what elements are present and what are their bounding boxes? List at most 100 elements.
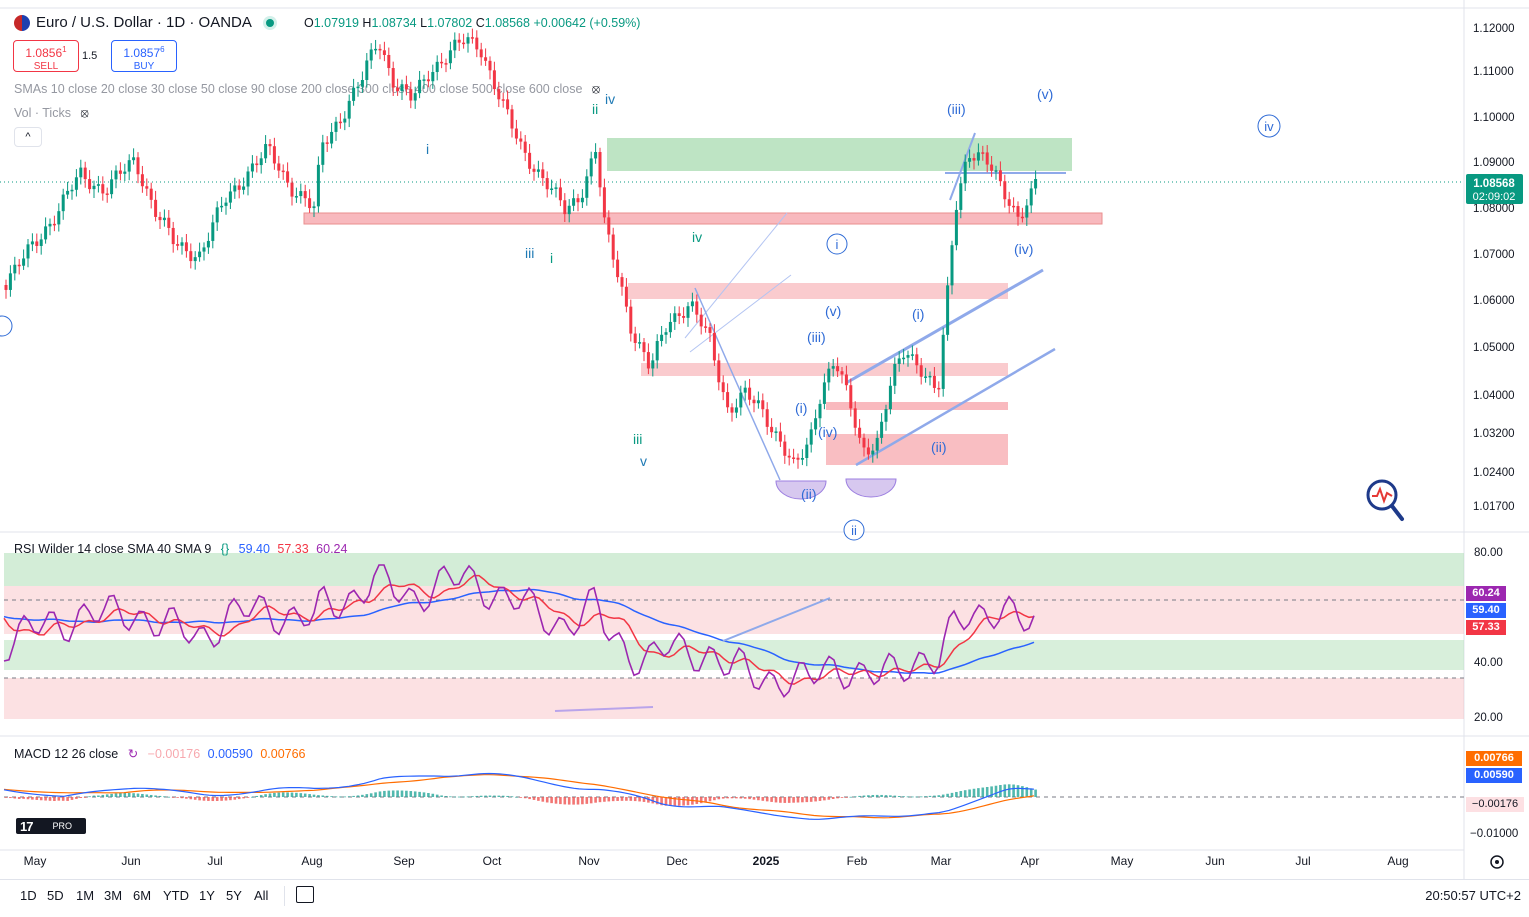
svg-text:(iii): (iii) [807,329,826,345]
bar-countdown: 02:09:02 [1473,191,1516,203]
sell-button[interactable]: 1.08561 SELL [13,40,79,72]
support-zone[interactable] [826,402,1008,410]
eye-hidden-icon[interactable]: ⦻ [80,106,89,120]
support-zone[interactable] [303,212,1103,225]
candle-body [149,188,153,200]
candle-body [396,87,400,91]
rsi-trend-line[interactable] [722,597,831,642]
volume-legend[interactable]: Vol · Ticks ⦻ [14,106,89,120]
price-tick-label: 1.12000 [1473,23,1515,35]
change-value: +0.00642 (+0.59%) [533,16,641,30]
time-tick-label: Nov [578,854,599,868]
sma-legend[interactable]: SMAs 10 close 20 close 30 close 50 close… [14,82,601,96]
macd-hist-bar [603,797,606,802]
channel-line[interactable] [855,347,1056,467]
candle-body [532,168,536,172]
candle-body [299,191,303,197]
macd-hist-bar [431,793,435,797]
candle-body [554,187,558,189]
timeframe-1y[interactable]: 1Y [199,888,215,903]
channel-line[interactable] [845,268,1044,385]
refresh-icon[interactable]: ↻ [127,747,139,761]
macd-hist-bar [831,797,835,800]
candle-body [796,457,800,460]
candle-body [312,206,316,209]
candle-series[interactable] [4,28,1038,469]
candle-body [105,193,109,195]
candle-body [66,190,70,195]
rsi-legend[interactable]: RSI Wilder 14 close SMA 40 SMA 9 {} 59.4… [14,542,348,556]
wave-label: ii [592,101,598,117]
symbol-title[interactable]: Euro / U.S. Dollar · 1D · OANDA [14,14,274,31]
macd-hist-bar [598,797,602,803]
timeframe-ytd[interactable]: YTD [163,888,189,903]
rsi-trend-line[interactable] [554,706,654,712]
timeframe-6m[interactable]: 6M [133,888,152,903]
candle-body [96,184,100,186]
timeframe-1m[interactable]: 1M [76,888,95,903]
tv-logo-icon: 17 [20,818,34,834]
timeframe-1d[interactable]: 1D [20,888,37,903]
macd-histogram[interactable] [4,784,1037,806]
timeframe-5y[interactable]: 5Y [226,888,242,903]
collapse-legend-button[interactable]: ^ [14,127,42,147]
braces-icon[interactable]: {} [220,542,230,556]
timeframe-all[interactable]: All [254,888,269,903]
macd-line[interactable] [3,772,1035,820]
macd-hist-bar [101,794,105,797]
calendar-icon[interactable] [296,886,314,903]
macd-hist-bar [356,795,360,797]
buy-button[interactable]: 1.08576 BUY [111,40,177,72]
macd-hist-bar [171,797,175,798]
macd-hist-bar [141,793,144,797]
timeframe-5d[interactable]: 5D [47,888,64,903]
macd-hist-bar [906,796,910,798]
timeframe-3m[interactable]: 3M [104,888,123,903]
svg-text:(v): (v) [825,303,841,319]
trend-line[interactable] [949,132,976,201]
macd-hist-bar [127,792,131,797]
candle-body [52,223,56,226]
rsi-sma40-line[interactable] [3,588,1035,674]
candle-body [162,217,166,221]
time-tick-label: Aug [1387,854,1408,868]
candle-body [330,131,334,144]
price-tick-label: 1.02400 [1473,467,1515,479]
candle-body [294,196,298,198]
eye-hidden-icon[interactable]: ⦻ [591,82,601,96]
candle-body [655,341,659,361]
svg-text:(iv): (iv) [818,424,837,440]
settings-icon[interactable] [1490,855,1504,869]
wedge-line[interactable] [694,287,781,481]
supply-zone[interactable] [607,138,1072,171]
macd-hist-bar [154,795,157,797]
macd-signal-line[interactable] [3,774,1035,819]
trend-line[interactable] [689,274,792,353]
magnifier-icon[interactable] [1366,479,1404,521]
candle-body [624,286,628,307]
rsi-sma9-badge: 57.33 [1466,620,1506,635]
resistance-zone[interactable] [628,283,1008,299]
pattern-arc[interactable] [845,478,897,498]
spread-value: 1.5 [82,50,98,62]
candle-body [501,99,505,101]
time-axis[interactable]: May Jun Jul Aug Sep Oct Nov Dec 2025 Feb Mar Apr May… [24,854,1409,868]
candle-body [633,333,637,343]
macd-hist-bar [1007,784,1011,797]
price-axis[interactable]: 1.12000 1.11000 1.10000 1.09000 1.08000 1.070… [1473,23,1515,513]
candle-body [814,418,818,430]
macd-legend[interactable]: MACD 12 26 close ↻ −0.00176 0.00590 0.00… [14,747,306,761]
rsi-sma9-line[interactable] [3,574,1035,685]
macd-hist-bar [4,797,8,798]
demand-zone[interactable] [826,434,1008,465]
macd-hist-bar [713,797,716,801]
macd-hist-bar [721,797,725,799]
rsi-line[interactable] [3,564,1035,699]
candle-body [822,382,826,404]
chart-canvas[interactable]: i iii i ii iv iv iii v (iii) (v) (iv) (i… [0,0,1529,880]
candle-body [836,366,840,372]
candle-body [457,39,461,43]
tradingview-logo[interactable]: 17 PRO [16,818,86,834]
macd-hist-bar [466,796,470,798]
pattern-arc[interactable] [775,480,827,500]
